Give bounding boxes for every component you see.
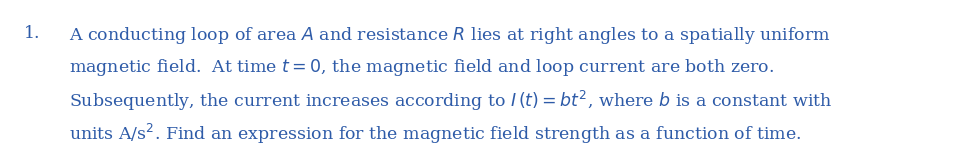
Text: Subsequently, the current increases according to $I\,(t) = bt^2$, where $b$ is a: Subsequently, the current increases acco…	[69, 89, 833, 113]
Text: units A/s$^2$. Find an expression for the magnetic field strength as a function : units A/s$^2$. Find an expression for th…	[69, 122, 802, 145]
Text: 1.: 1.	[24, 25, 41, 42]
Text: magnetic field.  At time $t = 0$, the magnetic field and loop current are both z: magnetic field. At time $t = 0$, the mag…	[69, 57, 775, 78]
Text: A conducting loop of area $A$ and resistance $R$ lies at right angles to a spati: A conducting loop of area $A$ and resist…	[69, 25, 831, 46]
